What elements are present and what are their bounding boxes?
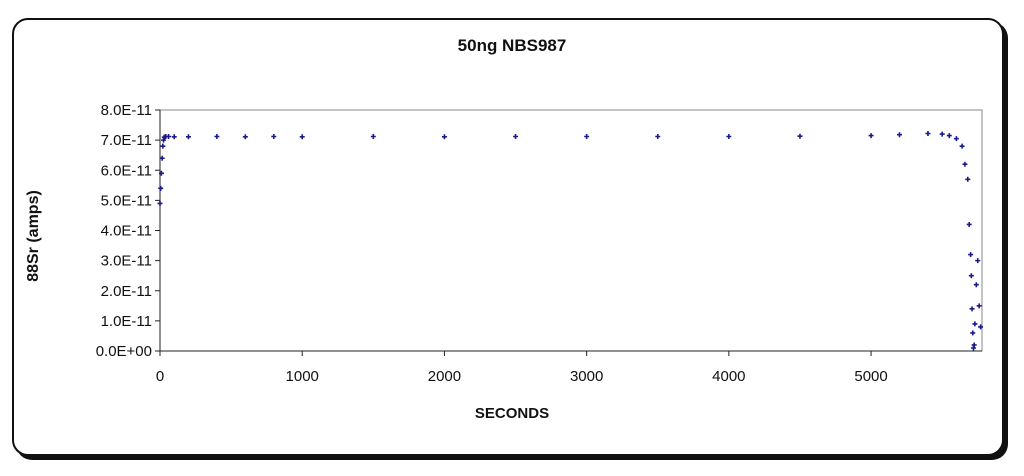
data-point	[185, 134, 191, 140]
data-point	[978, 324, 984, 330]
data-point	[158, 185, 164, 191]
x-tick-label: 1000	[286, 368, 319, 385]
data-point	[171, 134, 177, 140]
data-point	[966, 221, 972, 227]
data-point	[584, 134, 590, 140]
data-point	[973, 282, 979, 288]
x-axis-label: SECONDS	[474, 405, 550, 422]
data-point	[157, 200, 163, 206]
data-point	[975, 258, 981, 264]
x-tick-label: 4000	[712, 368, 745, 385]
data-point	[962, 161, 968, 167]
x-tick-label: 3000	[570, 368, 603, 385]
data-point	[971, 342, 977, 348]
y-tick-label: 6.0E-11	[101, 162, 152, 179]
y-tick-label: 0.0E+00	[96, 343, 152, 360]
data-point	[214, 134, 220, 140]
data-point	[968, 273, 974, 279]
data-series	[157, 130, 984, 351]
data-point	[946, 133, 952, 139]
data-point	[953, 136, 959, 142]
y-tick-label: 4.0E-11	[101, 223, 152, 240]
data-point	[868, 133, 874, 139]
y-tick-label: 8.0E-11	[101, 102, 152, 119]
data-point	[968, 252, 974, 258]
data-point	[159, 155, 165, 161]
plot-area	[159, 109, 983, 352]
data-point	[271, 134, 277, 140]
data-point	[972, 321, 978, 327]
data-point	[726, 134, 732, 140]
data-point	[158, 170, 164, 176]
data-point	[897, 132, 903, 138]
data-point	[925, 130, 931, 136]
y-tick-label: 5.0E-11	[101, 192, 152, 209]
y-tick-label: 3.0E-11	[101, 253, 152, 270]
data-point	[160, 143, 166, 149]
data-point	[655, 134, 661, 140]
data-point	[965, 176, 971, 182]
data-point	[299, 134, 305, 140]
data-point	[976, 303, 982, 309]
x-tick-label: 0	[156, 368, 164, 385]
x-tick-label: 2000	[428, 368, 461, 385]
data-point	[242, 134, 248, 140]
data-point	[969, 306, 975, 312]
chart-title: 50ng NBS987	[457, 36, 567, 55]
data-point	[166, 134, 172, 140]
y-tick-label: 1.0E-11	[101, 313, 152, 330]
y-tick-label: 7.0E-11	[101, 132, 152, 149]
data-point	[513, 134, 519, 140]
data-point	[959, 143, 965, 149]
x-tick-label: 5000	[854, 368, 887, 385]
data-point	[370, 134, 376, 140]
data-point	[970, 330, 976, 336]
data-point	[797, 133, 803, 139]
y-tick-label: 2.0E-11	[101, 283, 152, 300]
data-point	[441, 134, 447, 140]
data-point	[939, 131, 945, 137]
